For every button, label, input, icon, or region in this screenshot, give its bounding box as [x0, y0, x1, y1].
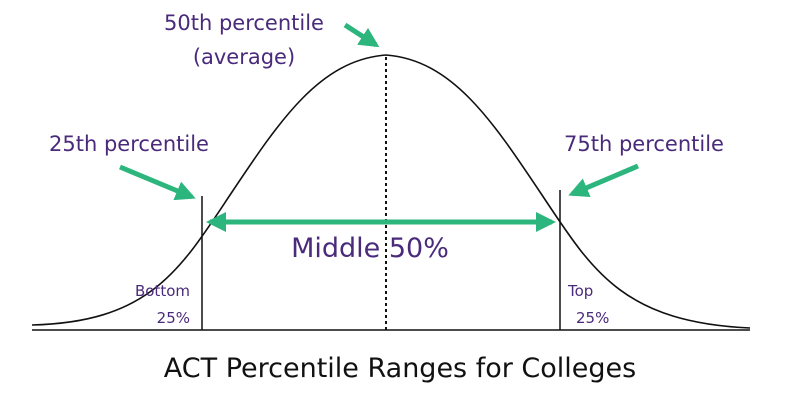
p75-pointer-arrow: [568, 163, 639, 197]
p25-pointer-arrow: [119, 164, 196, 201]
top-25-label-line2: 25%: [576, 309, 609, 327]
p50-pointer-arrow: [343, 22, 380, 48]
p50-label-line1: 50th percentile: [164, 11, 324, 35]
middle-50-label: Middle 50%: [291, 233, 449, 264]
diagram-title: ACT Percentile Ranges for Colleges: [164, 353, 636, 384]
p50-label-line2: (average): [193, 45, 295, 69]
p25-label: 25th percentile: [49, 132, 209, 156]
bell-curve: [31, 54, 751, 329]
top-25-label-line1: Top: [567, 282, 593, 300]
bottom-25-label-line2: 25%: [157, 309, 190, 327]
p75-label: 75th percentile: [564, 132, 724, 156]
bottom-25-label-line1: Bottom: [135, 282, 190, 300]
